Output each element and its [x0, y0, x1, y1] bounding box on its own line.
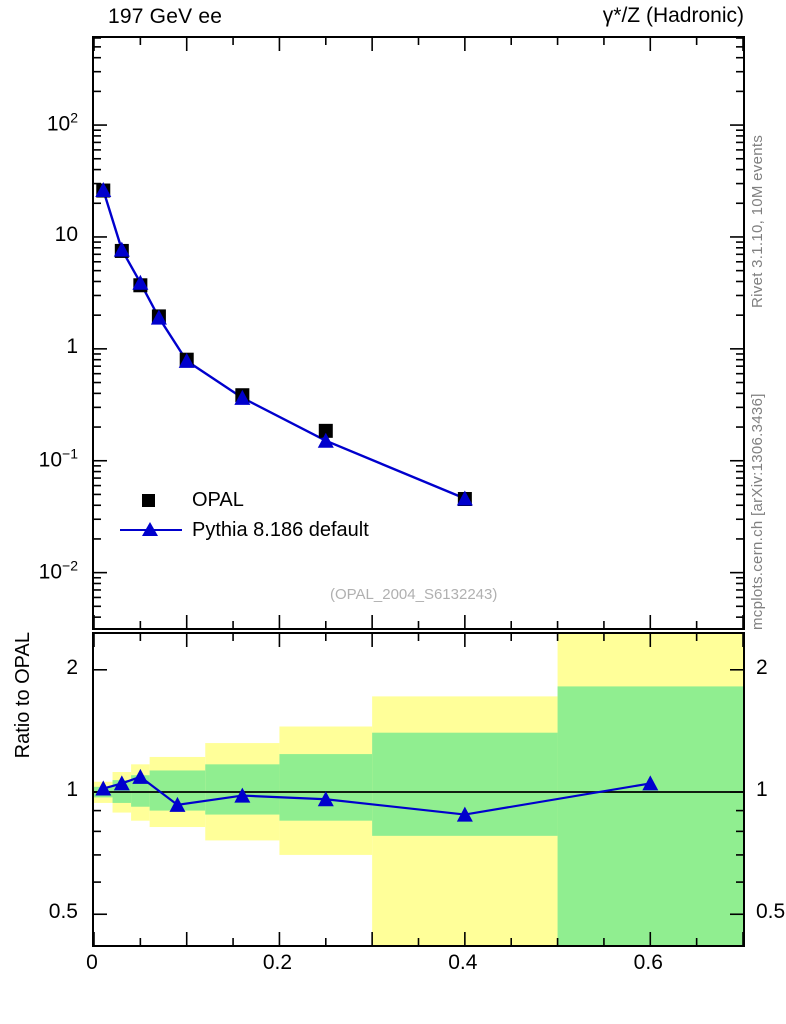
legend-item: Pythia 8.186 default — [118, 515, 448, 545]
ratio-y-axis-labels-left: 2 1 0.5 — [0, 632, 86, 947]
main-plot-frame — [92, 36, 745, 630]
mcplots-reference-label: mcplots.cern.ch [arXiv:1306.3436] — [749, 393, 766, 630]
mc-data-marker — [178, 352, 195, 368]
ratio-y-tick-label-right: 2 — [756, 655, 768, 679]
main-y-tick-label: 10−1 — [38, 445, 78, 472]
ratio-data-marker — [642, 775, 659, 791]
mc-data-marker — [95, 181, 112, 197]
main-y-tick-label: 1 — [66, 334, 78, 358]
ratio-y-tick-label-right: 0.5 — [756, 900, 786, 924]
ratio-plot-canvas — [94, 634, 743, 945]
mc-data-marker — [234, 389, 251, 405]
ratio-data-marker — [113, 775, 130, 791]
legend-item-label: OPAL — [192, 488, 244, 511]
ratio-data-marker — [317, 791, 334, 807]
square-icon — [142, 494, 155, 507]
ratio-inner-uncertainty-band — [279, 754, 373, 821]
analysis-id-watermark: (OPAL_2004_S6132243) — [330, 586, 498, 603]
ratio-inner-uncertainty-band — [557, 686, 743, 945]
ratio-axis-title: Ratio to OPAL — [12, 632, 38, 947]
main-y-tick-label: 10−2 — [38, 557, 78, 584]
main-y-tick-label: 10 — [54, 222, 78, 246]
x-tick-label: 0.4 — [448, 951, 478, 974]
ratio-y-tick-label: 0.5 — [48, 900, 78, 924]
main-plot-canvas — [94, 38, 743, 628]
triangle-icon — [142, 522, 158, 536]
ratio-axis-title-text: Ratio to OPAL — [12, 632, 34, 759]
mc-data-marker — [132, 274, 149, 290]
ratio-y-tick-label: 1 — [66, 778, 78, 802]
ratio-y-tick-label-right: 1 — [756, 778, 768, 802]
ratio-data-marker — [456, 806, 473, 822]
main-y-tick-label: 102 — [46, 109, 78, 136]
x-tick-label: 0.6 — [633, 951, 663, 974]
legend-square-marker-icon — [118, 488, 188, 512]
legend-triangle-marker-icon — [118, 518, 188, 542]
mc-data-marker — [150, 309, 167, 325]
ratio-y-axis-labels-right: 2 1 0.5 — [750, 632, 786, 947]
x-tick-label: 0 — [86, 951, 98, 974]
mc-curve — [102, 189, 466, 500]
x-axis-labels: 0 0.2 0.4 0.6 — [86, 951, 745, 981]
legend: OPAL Pythia 8.186 default — [118, 485, 448, 545]
ratio-data-marker — [234, 787, 251, 803]
legend-item: OPAL — [118, 485, 448, 515]
header-right-process: γ*/Z (Hadronic) — [602, 4, 744, 27]
mc-data-marker — [113, 241, 130, 257]
legend-item-label: Pythia 8.186 default — [192, 518, 369, 541]
mc-data-marker — [317, 432, 334, 448]
main-y-axis-labels: 102 10 1 10−1 10−2 — [0, 36, 86, 630]
ratio-data-marker — [132, 768, 149, 784]
header-left-beam-energy: 197 GeV ee — [108, 5, 223, 28]
x-tick-label: 0.2 — [262, 951, 293, 974]
ratio-plot-frame — [92, 632, 745, 947]
ratio-y-tick-label: 2 — [66, 655, 78, 679]
ratio-data-marker — [95, 780, 112, 796]
mc-data-marker — [456, 490, 473, 506]
rivet-version-label: Rivet 3.1.10, 10M events — [749, 134, 766, 308]
ratio-data-marker — [169, 796, 186, 812]
opal-data-marker — [318, 423, 333, 438]
